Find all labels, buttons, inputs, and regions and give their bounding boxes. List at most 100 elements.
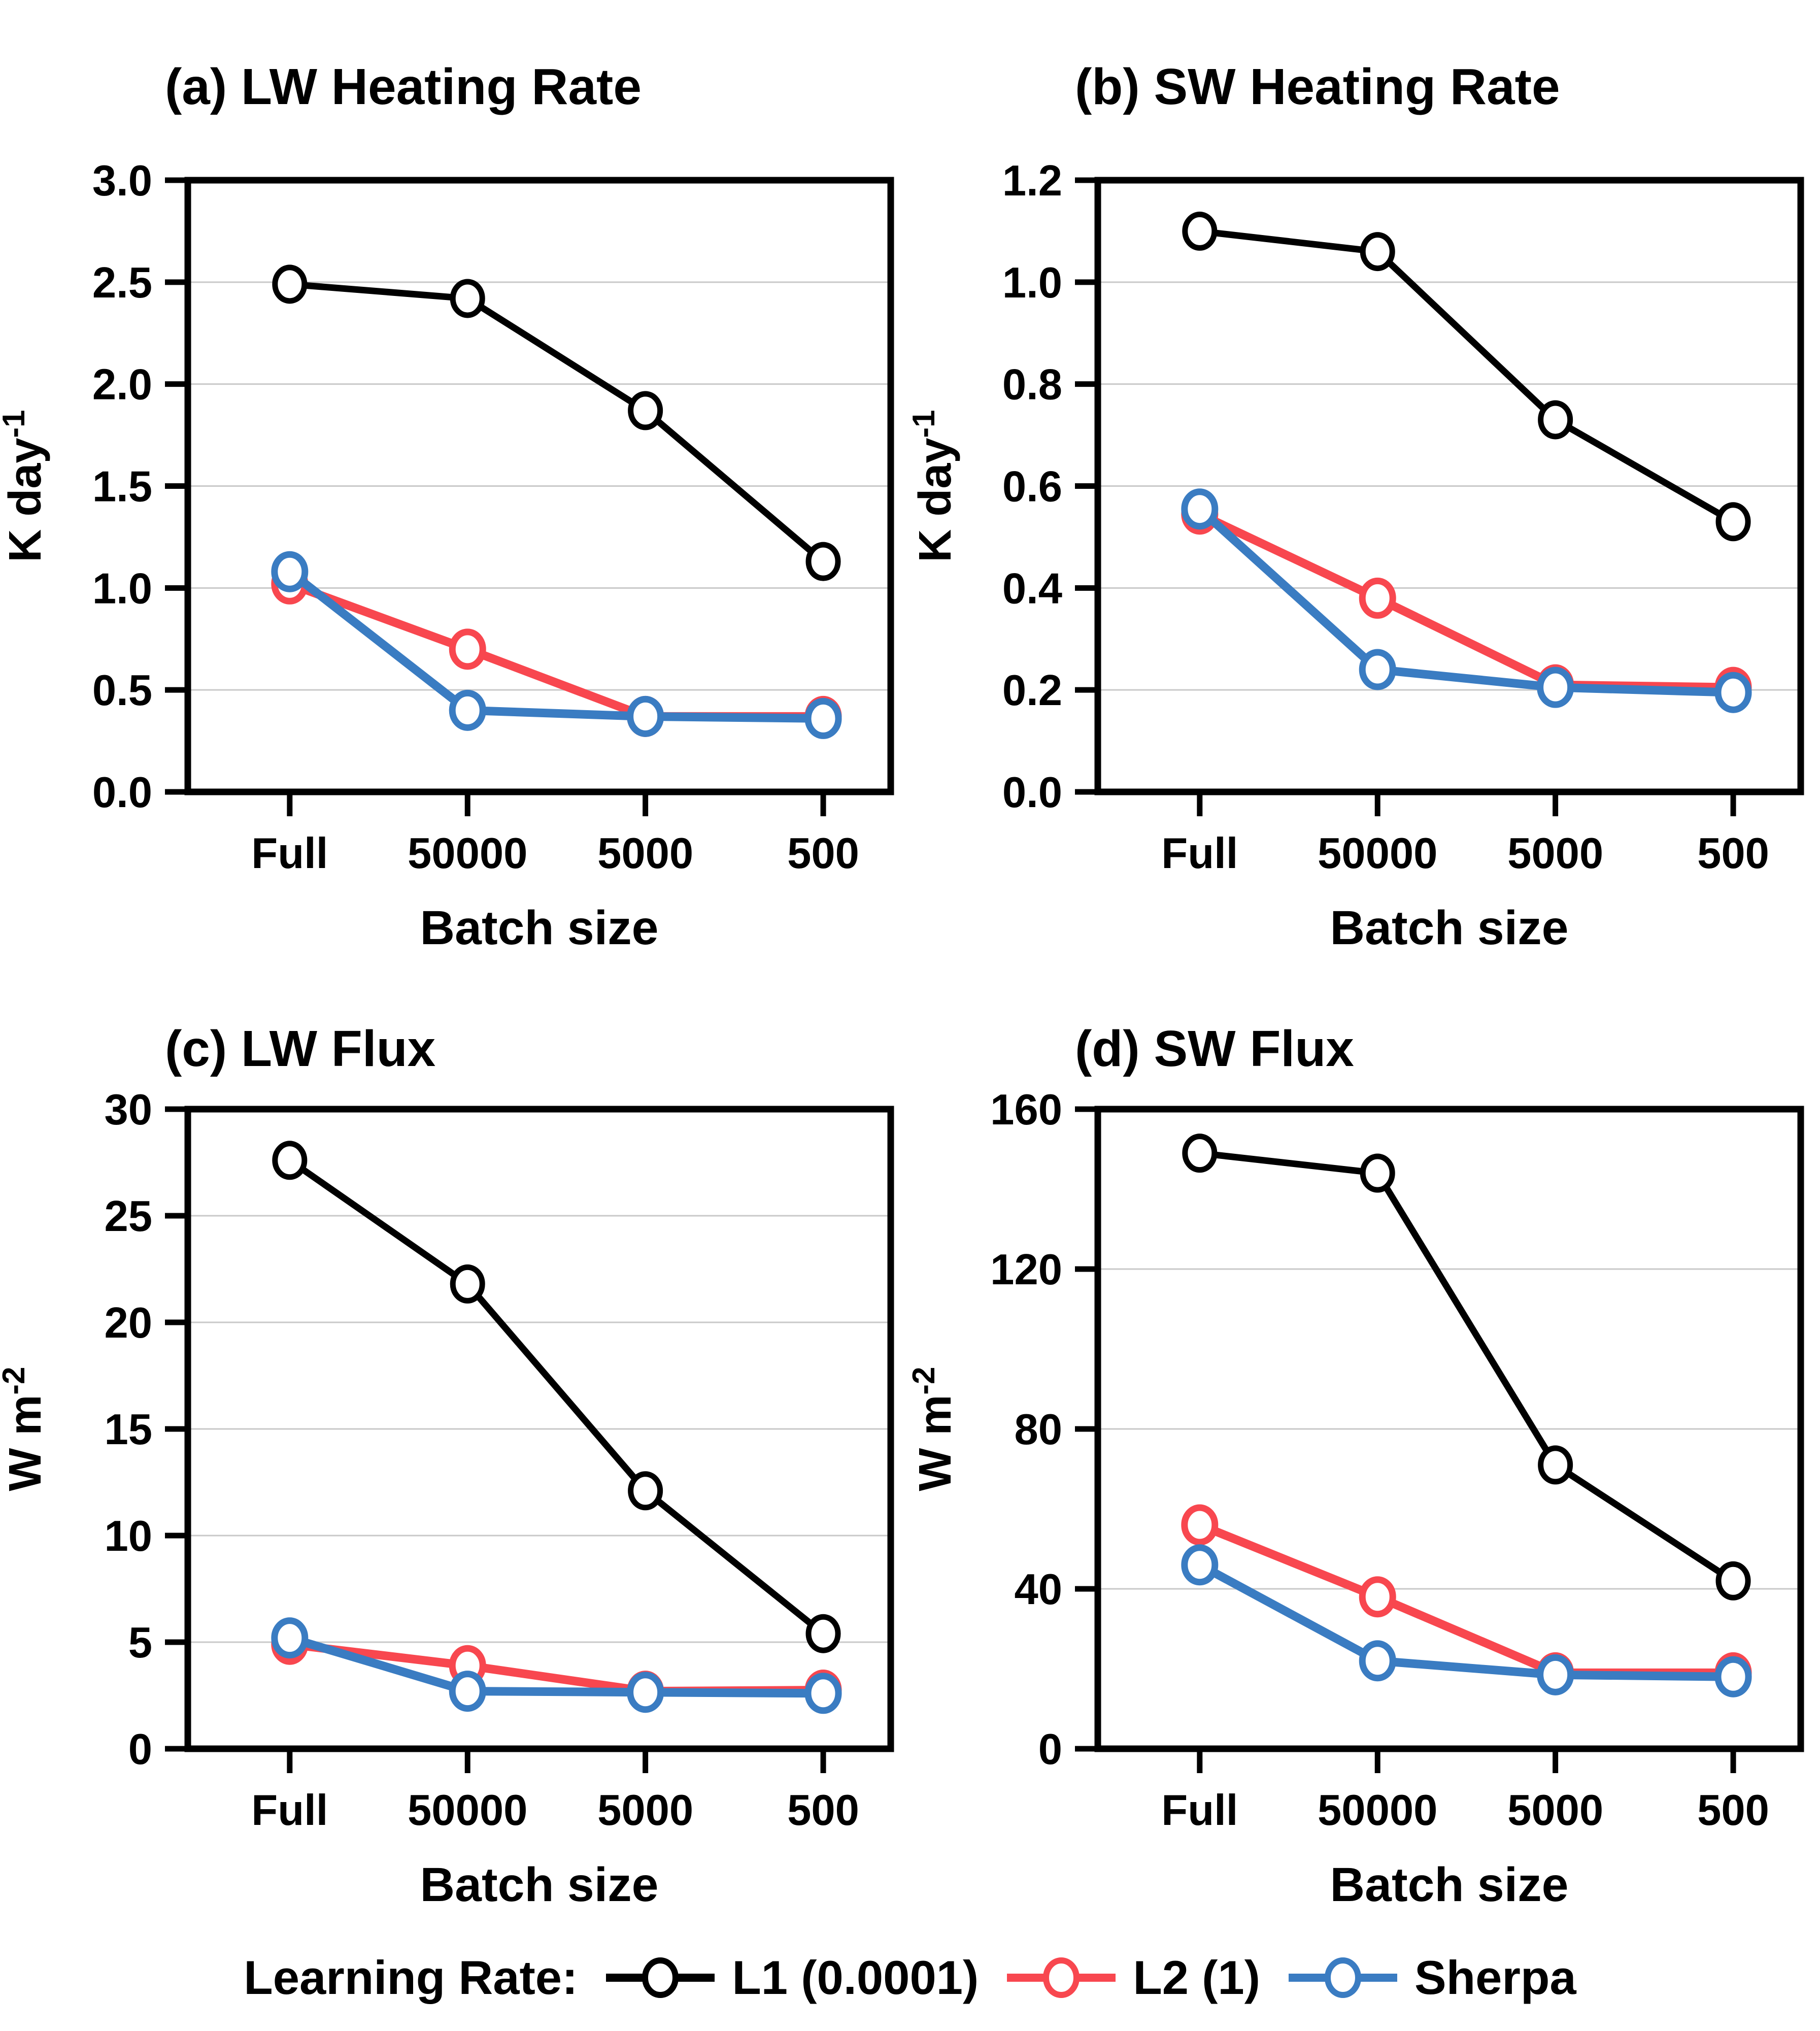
panel-b: (b) SW Heating Rate 0.0 0.2 0.4 0.6 0.8 1.0 1.2…	[906, 0, 1820, 955]
series-line-L1 (0.0001)	[1196, 1150, 1737, 1584]
panel-d-title: (d) SW Flux	[1075, 1020, 1354, 1077]
series-line-Sherpa	[285, 1634, 828, 1698]
x-tick-label: 5000	[597, 1786, 693, 1835]
panel-d-chart: (d) SW Flux 0 40 80 120 160 Full 50000 5000 500 Ba…	[906, 1020, 1804, 1912]
legend-label: L2 (1)	[1133, 1950, 1261, 2004]
series-marker-L1 (0.0001)	[1182, 1134, 1218, 1173]
series-line-L2 (1)	[1195, 510, 1738, 692]
series-marker-Sherpa	[271, 1617, 309, 1659]
series-marker-L1 (0.0001)	[1715, 1561, 1751, 1601]
x-axis-label: Batch size	[420, 901, 659, 949]
legend-marker-L2 (1)	[1007, 1957, 1116, 1998]
y-tick-label: 1.5	[92, 463, 152, 511]
series-marker-Sherpa	[449, 1671, 486, 1712]
y-tick-label: 160	[990, 1086, 1062, 1134]
y-tick-label: 3.0	[92, 157, 152, 205]
x-tick-label: Full	[251, 829, 328, 878]
legend-marker-L1 (0.0001)	[606, 1957, 715, 1998]
series-line-L1 (0.0001)	[286, 281, 827, 565]
panel-c-title: (c) LW Flux	[165, 1020, 435, 1077]
legend-title: Learning Rate:	[244, 1950, 578, 2004]
legend: Learning Rate: L1 (0.0001) L2 (1) Sherpa	[0, 1924, 1820, 2031]
legend-item-L1 (0.0001): L1 (0.0001)	[602, 1947, 979, 2008]
y-tick-label: 2.0	[92, 361, 152, 409]
x-tick-label: 5000	[1507, 1786, 1603, 1835]
y-tick-label: 0.8	[1002, 361, 1062, 409]
series-marker-L2 (1)	[1359, 1576, 1396, 1618]
legend-circle	[1043, 1957, 1080, 1998]
series-marker-Sherpa	[627, 695, 664, 737]
y-tick-label: 0.0	[1002, 769, 1062, 817]
legend-label: L1 (0.0001)	[732, 1950, 979, 2004]
legend-label: Sherpa	[1414, 1950, 1576, 2004]
y-tick-label: 10	[104, 1512, 152, 1560]
series-line-L2 (1)	[285, 1640, 828, 1696]
plot-border	[184, 177, 894, 795]
panel-b-title: (b) SW Heating Rate	[1075, 58, 1560, 115]
panel-b-chart: (b) SW Heating Rate 0.0 0.2 0.4 0.6 0.8 1.0 1.2…	[906, 58, 1804, 955]
series-marker-Sherpa	[804, 1673, 842, 1714]
series-marker-L1 (0.0001)	[628, 1471, 663, 1511]
y-tick-label: 2.5	[92, 259, 152, 307]
series-marker-L1 (0.0001)	[1538, 1445, 1573, 1485]
y-tick-label: 0.0	[92, 769, 152, 817]
series-marker-L1 (0.0001)	[805, 1614, 841, 1653]
y-tick-label: 5	[128, 1619, 152, 1667]
panel-c: (c) LW Flux 0 5 10 15 20 25 30 Full 50000 5000 500 B…	[0, 949, 910, 1932]
y-tick-label: 1.0	[1002, 259, 1062, 307]
x-axis-label: Batch size	[1330, 1858, 1569, 1912]
y-tick-label: 0	[128, 1725, 152, 1774]
series-marker-L2 (1)	[449, 628, 486, 670]
y-tick-label: 1.0	[92, 564, 152, 613]
y-tick-label: 0.5	[92, 667, 152, 715]
plot-border	[1094, 1106, 1804, 1752]
series-marker-Sherpa	[1537, 1654, 1574, 1695]
y-tick-label: 1.2	[1002, 157, 1062, 205]
legend-circle	[1325, 1957, 1362, 1998]
y-tick-label: 40	[1014, 1566, 1062, 1614]
x-tick-label: 500	[1697, 1786, 1769, 1835]
y-tick-label: 30	[104, 1086, 152, 1134]
series-marker-L1 (0.0001)	[1182, 211, 1218, 251]
series-marker-Sherpa	[1714, 672, 1752, 713]
series-line-L2 (1)	[1195, 1520, 1738, 1677]
panel-c-chart: (c) LW Flux 0 5 10 15 20 25 30 Full 50000 5000 500 B…	[0, 1020, 894, 1912]
series-marker-Sherpa	[1537, 667, 1574, 708]
y-tick-label: 20	[104, 1299, 152, 1347]
y-axis-label: W m-2	[0, 1367, 51, 1491]
legend-item-L2 (1): L2 (1)	[1003, 1947, 1260, 2008]
x-tick-label: 50000	[408, 829, 527, 878]
series-line-Sherpa	[1195, 1560, 1738, 1681]
series-marker-Sherpa	[627, 1672, 664, 1713]
x-tick-label: 500	[787, 829, 859, 878]
series-line-L1 (0.0001)	[286, 1157, 827, 1637]
x-tick-label: Full	[251, 1786, 328, 1835]
series-marker-L1 (0.0001)	[450, 279, 485, 318]
x-tick-label: Full	[1161, 1786, 1238, 1835]
series-marker-Sherpa	[271, 551, 309, 592]
series-line-L1 (0.0001)	[1196, 227, 1737, 525]
series-marker-L2 (1)	[1359, 577, 1396, 619]
y-axis-label: K day-1	[0, 410, 51, 562]
plot-border	[184, 1106, 894, 1752]
panel-d: (d) SW Flux 0 40 80 120 160 Full 50000 5000 500 Ba…	[906, 949, 1820, 1932]
x-tick-label: Full	[1161, 829, 1238, 878]
y-tick-label: 0	[1038, 1725, 1062, 1774]
series-marker-L2 (1)	[1181, 1504, 1219, 1546]
series-marker-L1 (0.0001)	[272, 1141, 308, 1180]
x-tick-label: 500	[787, 1786, 859, 1835]
panel-a: (a) LW Heating Rate 0.0 0.5 1.0 1.5 2.0 2.5 3.0…	[0, 0, 910, 955]
x-tick-label: 50000	[1318, 1786, 1437, 1835]
y-axis-label: K day-1	[910, 410, 961, 562]
x-tick-label: 500	[1697, 829, 1769, 878]
y-tick-label: 15	[104, 1406, 152, 1454]
series-line-L2 (1)	[285, 579, 828, 721]
y-tick-label: 25	[104, 1192, 152, 1241]
y-tick-label: 120	[990, 1246, 1062, 1294]
y-tick-label: 0.4	[1002, 564, 1062, 613]
series-marker-L1 (0.0001)	[1538, 400, 1573, 440]
x-tick-label: 5000	[1507, 829, 1603, 878]
x-axis-label: Batch size	[1330, 901, 1569, 949]
plot-border	[1094, 177, 1804, 795]
